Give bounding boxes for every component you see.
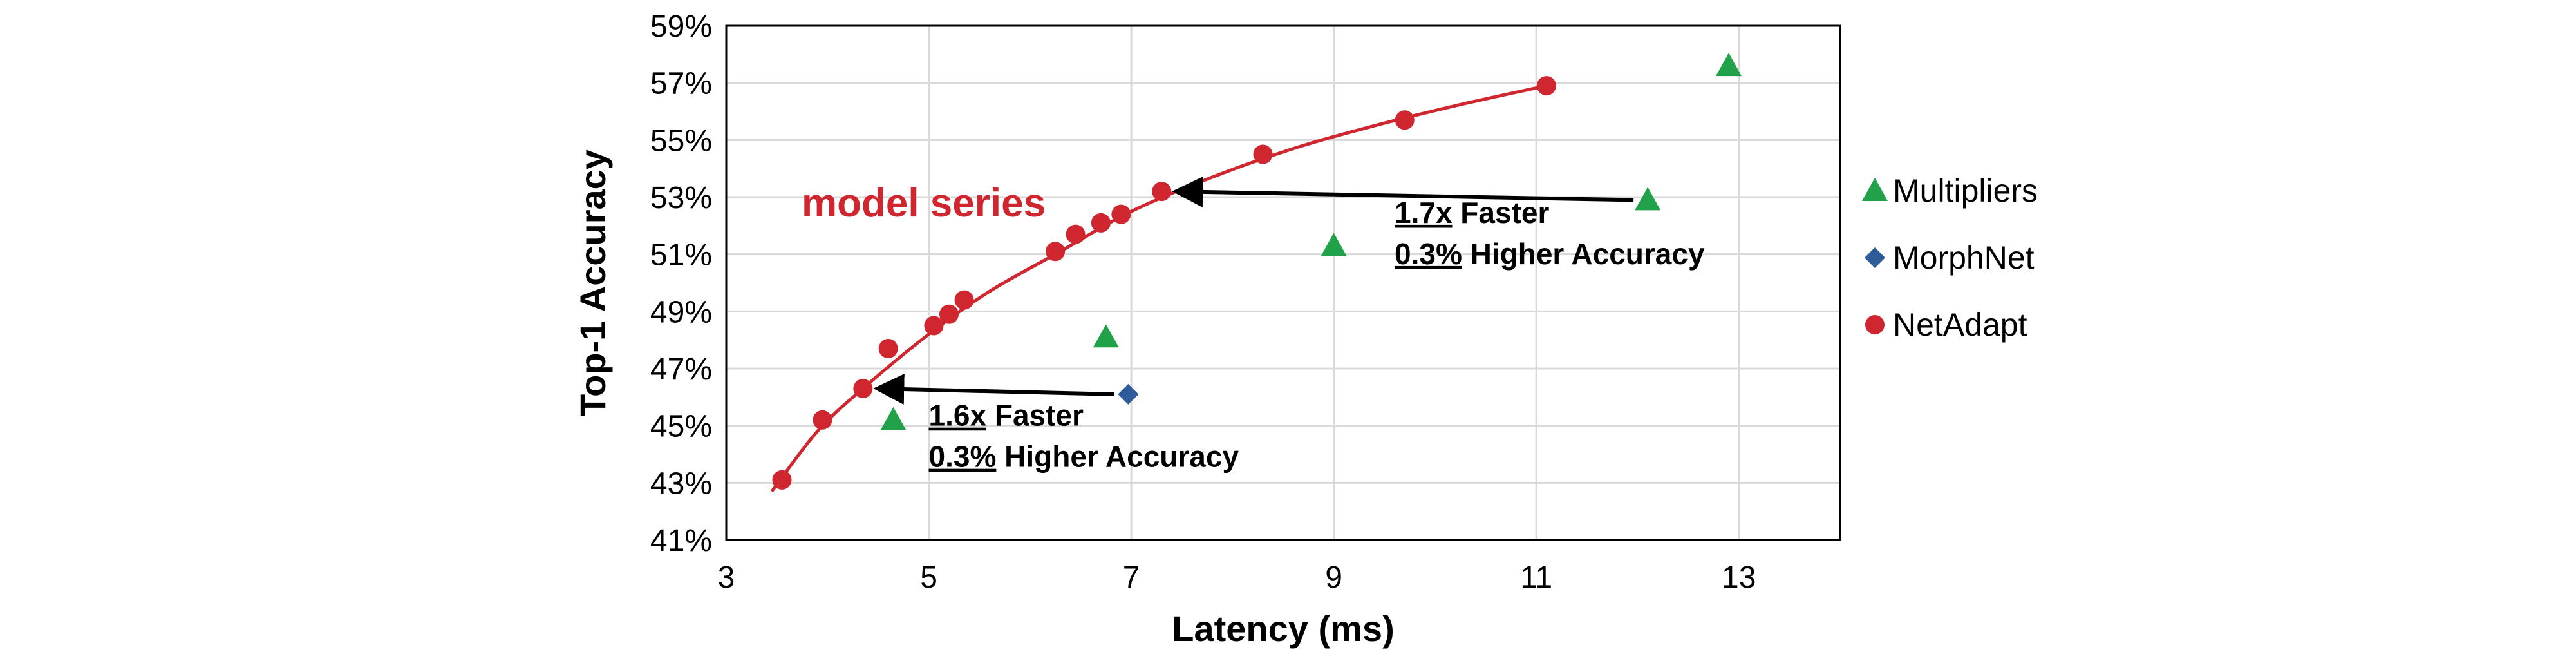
netadapt-point [1536, 76, 1556, 96]
netadapt-point [939, 304, 959, 324]
legend-item-multipliers: Multipliers [1862, 173, 2038, 209]
annotation-texts: 1.7x Faster 0.3% Higher Accuracy 1.6x Fast… [929, 196, 1705, 474]
annotation-lower-line2: 0.3% Higher Accuracy [929, 440, 1239, 474]
x-tick-label: 11 [1520, 561, 1552, 595]
netadapt-point [1111, 204, 1131, 224]
y-tick-label: 57% [650, 67, 712, 101]
y-tick-label: 51% [650, 238, 712, 273]
y-axis-ticks: 41% 43% 45% 47% 49% 51% 53% 55% 57% 59% [650, 10, 712, 558]
morphnet-point [1118, 383, 1139, 405]
legend-label: NetAdapt [1893, 307, 2027, 343]
netadapt-point [878, 338, 898, 358]
x-tick-label: 3 [718, 561, 735, 595]
multipliers-point [880, 407, 907, 430]
x-axis-ticks: 3 5 7 9 11 13 [718, 561, 1756, 595]
speedup-text: Faster [1453, 196, 1550, 229]
x-tick-label: 7 [1123, 561, 1140, 595]
x-tick-label: 9 [1325, 561, 1342, 595]
legend-marker [1865, 315, 1885, 334]
x-tick-label: 5 [920, 561, 937, 595]
speedup-value: 1.7x [1395, 196, 1453, 229]
x-tick-label: 13 [1722, 561, 1756, 595]
legend-label: MorphNet [1893, 240, 2035, 276]
annotation-upper-line2: 0.3% Higher Accuracy [1395, 237, 1705, 271]
x-axis-label: Latency (ms) [1172, 608, 1394, 649]
netadapt-point [1253, 144, 1273, 164]
accuracy-text: Higher Accuracy [996, 440, 1239, 474]
accuracy-text: Higher Accuracy [1462, 237, 1705, 271]
netadapt-point [1091, 213, 1111, 233]
legend-marker [1862, 178, 1888, 201]
netadapt-point [1395, 110, 1415, 130]
multipliers-point [1321, 233, 1347, 256]
arrow-lower [873, 374, 1114, 405]
multipliers-point [1093, 324, 1119, 348]
netadapt-point [772, 470, 792, 490]
accuracy-value: 0.3% [1395, 237, 1462, 271]
y-axis-label: Top-1 Accuracy [572, 149, 613, 416]
netadapt-point [954, 290, 974, 310]
accuracy-value: 0.3% [929, 440, 997, 474]
y-tick-label: 43% [650, 466, 712, 501]
data-markers [772, 53, 1742, 490]
annotation-arrows [873, 176, 1634, 405]
y-tick-label: 59% [650, 10, 712, 44]
speedup-value: 1.6x [929, 399, 987, 432]
netadapt-point [924, 316, 944, 336]
y-tick-label: 45% [650, 410, 712, 444]
netadapt-point [813, 410, 832, 430]
y-tick-label: 49% [650, 295, 712, 329]
y-tick-label: 55% [650, 124, 712, 158]
legend-marker [1865, 247, 1885, 268]
speedup-text: Faster [986, 399, 1084, 432]
annotation-upper-line1: 1.7x Faster [1395, 196, 1549, 229]
legend-item-netadapt: NetAdapt [1865, 307, 2027, 343]
y-tick-label: 47% [650, 352, 712, 387]
arrow-upper [1172, 176, 1634, 207]
netadapt-point [1066, 224, 1086, 244]
legend: Multipliers MorphNet NetAdapt [1862, 173, 2038, 343]
multipliers-point [1635, 187, 1661, 211]
netadapt-point [1152, 182, 1172, 202]
y-tick-label: 53% [650, 181, 712, 215]
legend-item-morphnet: MorphNet [1865, 240, 2035, 276]
netadapt-point [1046, 242, 1066, 262]
model-series-label: model series [802, 181, 1046, 226]
y-tick-label: 41% [650, 524, 712, 558]
plot-frame [725, 24, 1841, 541]
multipliers-point [1716, 53, 1742, 77]
annotation-lower-line1: 1.6x Faster [929, 399, 1084, 432]
legend-label: Multipliers [1893, 173, 2038, 209]
netadapt-point [853, 379, 873, 399]
